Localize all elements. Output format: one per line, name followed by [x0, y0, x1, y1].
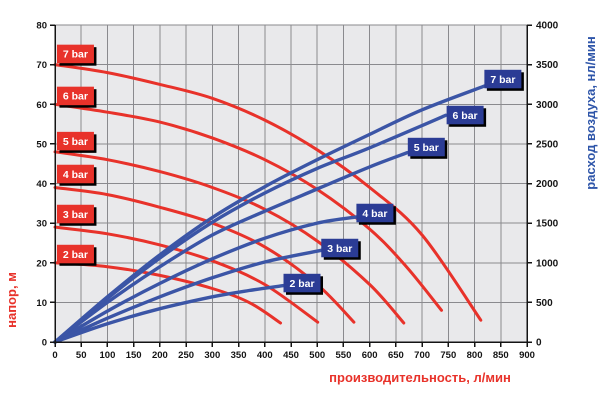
- left-tick-label: 80: [36, 21, 47, 32]
- x-tick-label: 850: [493, 350, 509, 361]
- curve-air-3bar: [53, 248, 325, 344]
- curve-air-4bar: [53, 215, 360, 344]
- x-tick-label: 400: [257, 350, 273, 361]
- curve-air-5bar: [53, 150, 410, 344]
- label-text: 3 bar: [327, 243, 352, 255]
- series-label-air-3bar: 3 bar: [321, 238, 361, 260]
- label-text: 5 bar: [414, 142, 439, 154]
- curve-head-3bar: [53, 225, 320, 324]
- right-tick-label: 3000: [536, 100, 559, 111]
- label-text: 6 bar: [63, 91, 88, 103]
- series-label-head-5bar: 5 bar: [56, 131, 97, 153]
- label-box: [56, 204, 94, 224]
- label-box: [484, 69, 522, 89]
- label-box: [321, 238, 359, 258]
- x-tick-label: 350: [231, 350, 247, 361]
- label-text: 5 bar: [63, 136, 88, 148]
- x-axis-title: производительность, л/мин: [329, 370, 511, 385]
- left-tick-label: 70: [36, 60, 47, 71]
- x-tick-label: 450: [283, 350, 299, 361]
- x-tick-label: 250: [178, 350, 194, 361]
- x-tick-label: 100: [100, 350, 116, 361]
- curve-head-2bar: [53, 261, 282, 325]
- left-tick-label: 40: [36, 179, 47, 190]
- label-text: 4 bar: [362, 208, 387, 220]
- label-text: 2 bar: [289, 278, 314, 290]
- left-axis-title: напор, м: [4, 272, 19, 328]
- label-text: 3 bar: [63, 209, 88, 221]
- series-label-head-7bar: 7 bar: [56, 44, 97, 66]
- label-box: [56, 164, 94, 184]
- label-box: [56, 44, 94, 64]
- left-tick-label: 10: [36, 298, 47, 309]
- x-tick-label: 300: [204, 350, 220, 361]
- series-labels-layer: 7 bar 6 bar 5 bar 4 bar 3 bar 2 bar 2 bar 3 bar…: [56, 44, 524, 295]
- label-box: [356, 203, 394, 223]
- series-label-air-7bar: 7 bar: [484, 69, 524, 91]
- right-tick-label: 1500: [536, 219, 559, 230]
- curve-head-6bar: [53, 102, 443, 312]
- series-label-air-2bar: 2 bar: [283, 273, 324, 295]
- right-tick-label: 2500: [536, 139, 559, 150]
- label-text: 7 bar: [490, 74, 515, 86]
- x-tick-label: 800: [467, 350, 483, 361]
- x-tick-label: 650: [388, 350, 404, 361]
- label-box: [407, 137, 445, 157]
- curve-air-2bar: [53, 283, 287, 344]
- label-box: [446, 105, 484, 125]
- x-tick-label: 700: [414, 350, 430, 361]
- right-tick-label: 2000: [536, 179, 559, 190]
- label-text: 7 bar: [63, 49, 88, 61]
- x-tick-label: 550: [336, 350, 352, 361]
- label-box: [56, 86, 94, 106]
- x-tick-label: 0: [52, 350, 57, 361]
- label-box: [283, 273, 321, 293]
- left-tick-label: 30: [36, 219, 47, 230]
- curve-air-7bar: [53, 83, 489, 344]
- curves-layer: [53, 63, 489, 344]
- series-label-head-4bar: 4 bar: [56, 164, 97, 186]
- label-text: 6 bar: [453, 110, 478, 122]
- x-tick-label: 50: [76, 350, 87, 361]
- label-text: 4 bar: [63, 169, 88, 181]
- x-tick-label: 600: [362, 350, 378, 361]
- left-tick-label: 0: [42, 338, 47, 349]
- right-tick-label: 500: [536, 298, 553, 309]
- series-label-head-3bar: 3 bar: [56, 204, 97, 226]
- series-label-head-6bar: 6 bar: [56, 86, 97, 108]
- label-box: [56, 131, 94, 151]
- left-tick-label: 60: [36, 100, 47, 111]
- left-tick-label: 50: [36, 139, 47, 150]
- axes-layer: 0 50 100 150 200 250 300 350 400 450 500 550 600 650 7…: [36, 21, 558, 362]
- right-tick-label: 4000: [536, 21, 559, 32]
- x-tick-label: 900: [519, 350, 535, 361]
- label-box: [56, 244, 94, 264]
- right-axis-title: расход воздуха, нл/мин: [583, 36, 598, 190]
- curve-head-7bar: [53, 63, 483, 322]
- x-tick-label: 200: [152, 350, 168, 361]
- left-tick-label: 20: [36, 258, 47, 269]
- series-label-air-5bar: 5 bar: [407, 137, 448, 159]
- right-tick-label: 3500: [536, 60, 559, 71]
- right-tick-label: 0: [536, 338, 542, 349]
- x-tick-label: 500: [309, 350, 325, 361]
- x-tick-label: 750: [440, 350, 456, 361]
- series-label-air-6bar: 6 bar: [446, 105, 487, 127]
- label-text: 2 bar: [63, 249, 88, 261]
- right-tick-label: 1000: [536, 258, 559, 269]
- series-label-head-2bar: 2 bar: [56, 244, 97, 266]
- x-tick-label: 150: [126, 350, 142, 361]
- series-label-air-4bar: 4 bar: [356, 203, 396, 225]
